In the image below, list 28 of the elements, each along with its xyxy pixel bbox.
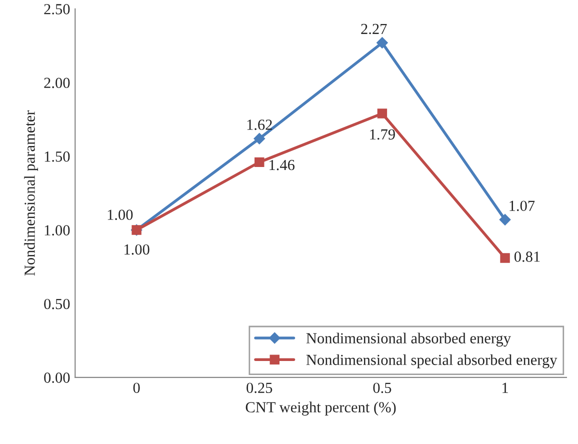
data-label: 1.62	[247, 120, 272, 130]
x-tick-label: 0.25	[246, 382, 272, 394]
point	[254, 132, 265, 144]
y-axis-title: Nondimensional parameter	[24, 110, 38, 276]
point	[254, 157, 264, 168]
legend-label: Nondimensional special absorbed energy	[306, 354, 558, 368]
y-tick-label: 1.50	[44, 151, 70, 162]
x-tick-label: 0.5	[373, 382, 392, 394]
y-tick-label: 2.50	[44, 4, 70, 14]
point	[499, 214, 511, 226]
data-label: 0.81	[514, 252, 540, 262]
data-label: 1.00	[108, 210, 133, 220]
data-label: 1.46	[270, 160, 295, 170]
point	[377, 108, 388, 118]
y-tick-label: 2.00	[44, 78, 70, 88]
data-label: 1.07	[510, 200, 535, 212]
data-label: 2.27	[361, 24, 387, 34]
y-tick-label: 0.00	[44, 372, 70, 383]
data-label: 1.79	[370, 129, 395, 140]
legend-label: Nondimensional absorbed energy	[306, 332, 511, 347]
x-tick-label: 0	[133, 382, 140, 394]
x-tick-label: 1	[502, 382, 508, 393]
point	[376, 37, 388, 48]
y-tick-label: 1.00	[44, 225, 70, 236]
data-label: 1.00	[124, 244, 150, 255]
point	[500, 253, 510, 263]
x-axis-title: CNT weight percent (%)	[246, 402, 396, 416]
y-tick-label: 0.50	[44, 298, 70, 310]
